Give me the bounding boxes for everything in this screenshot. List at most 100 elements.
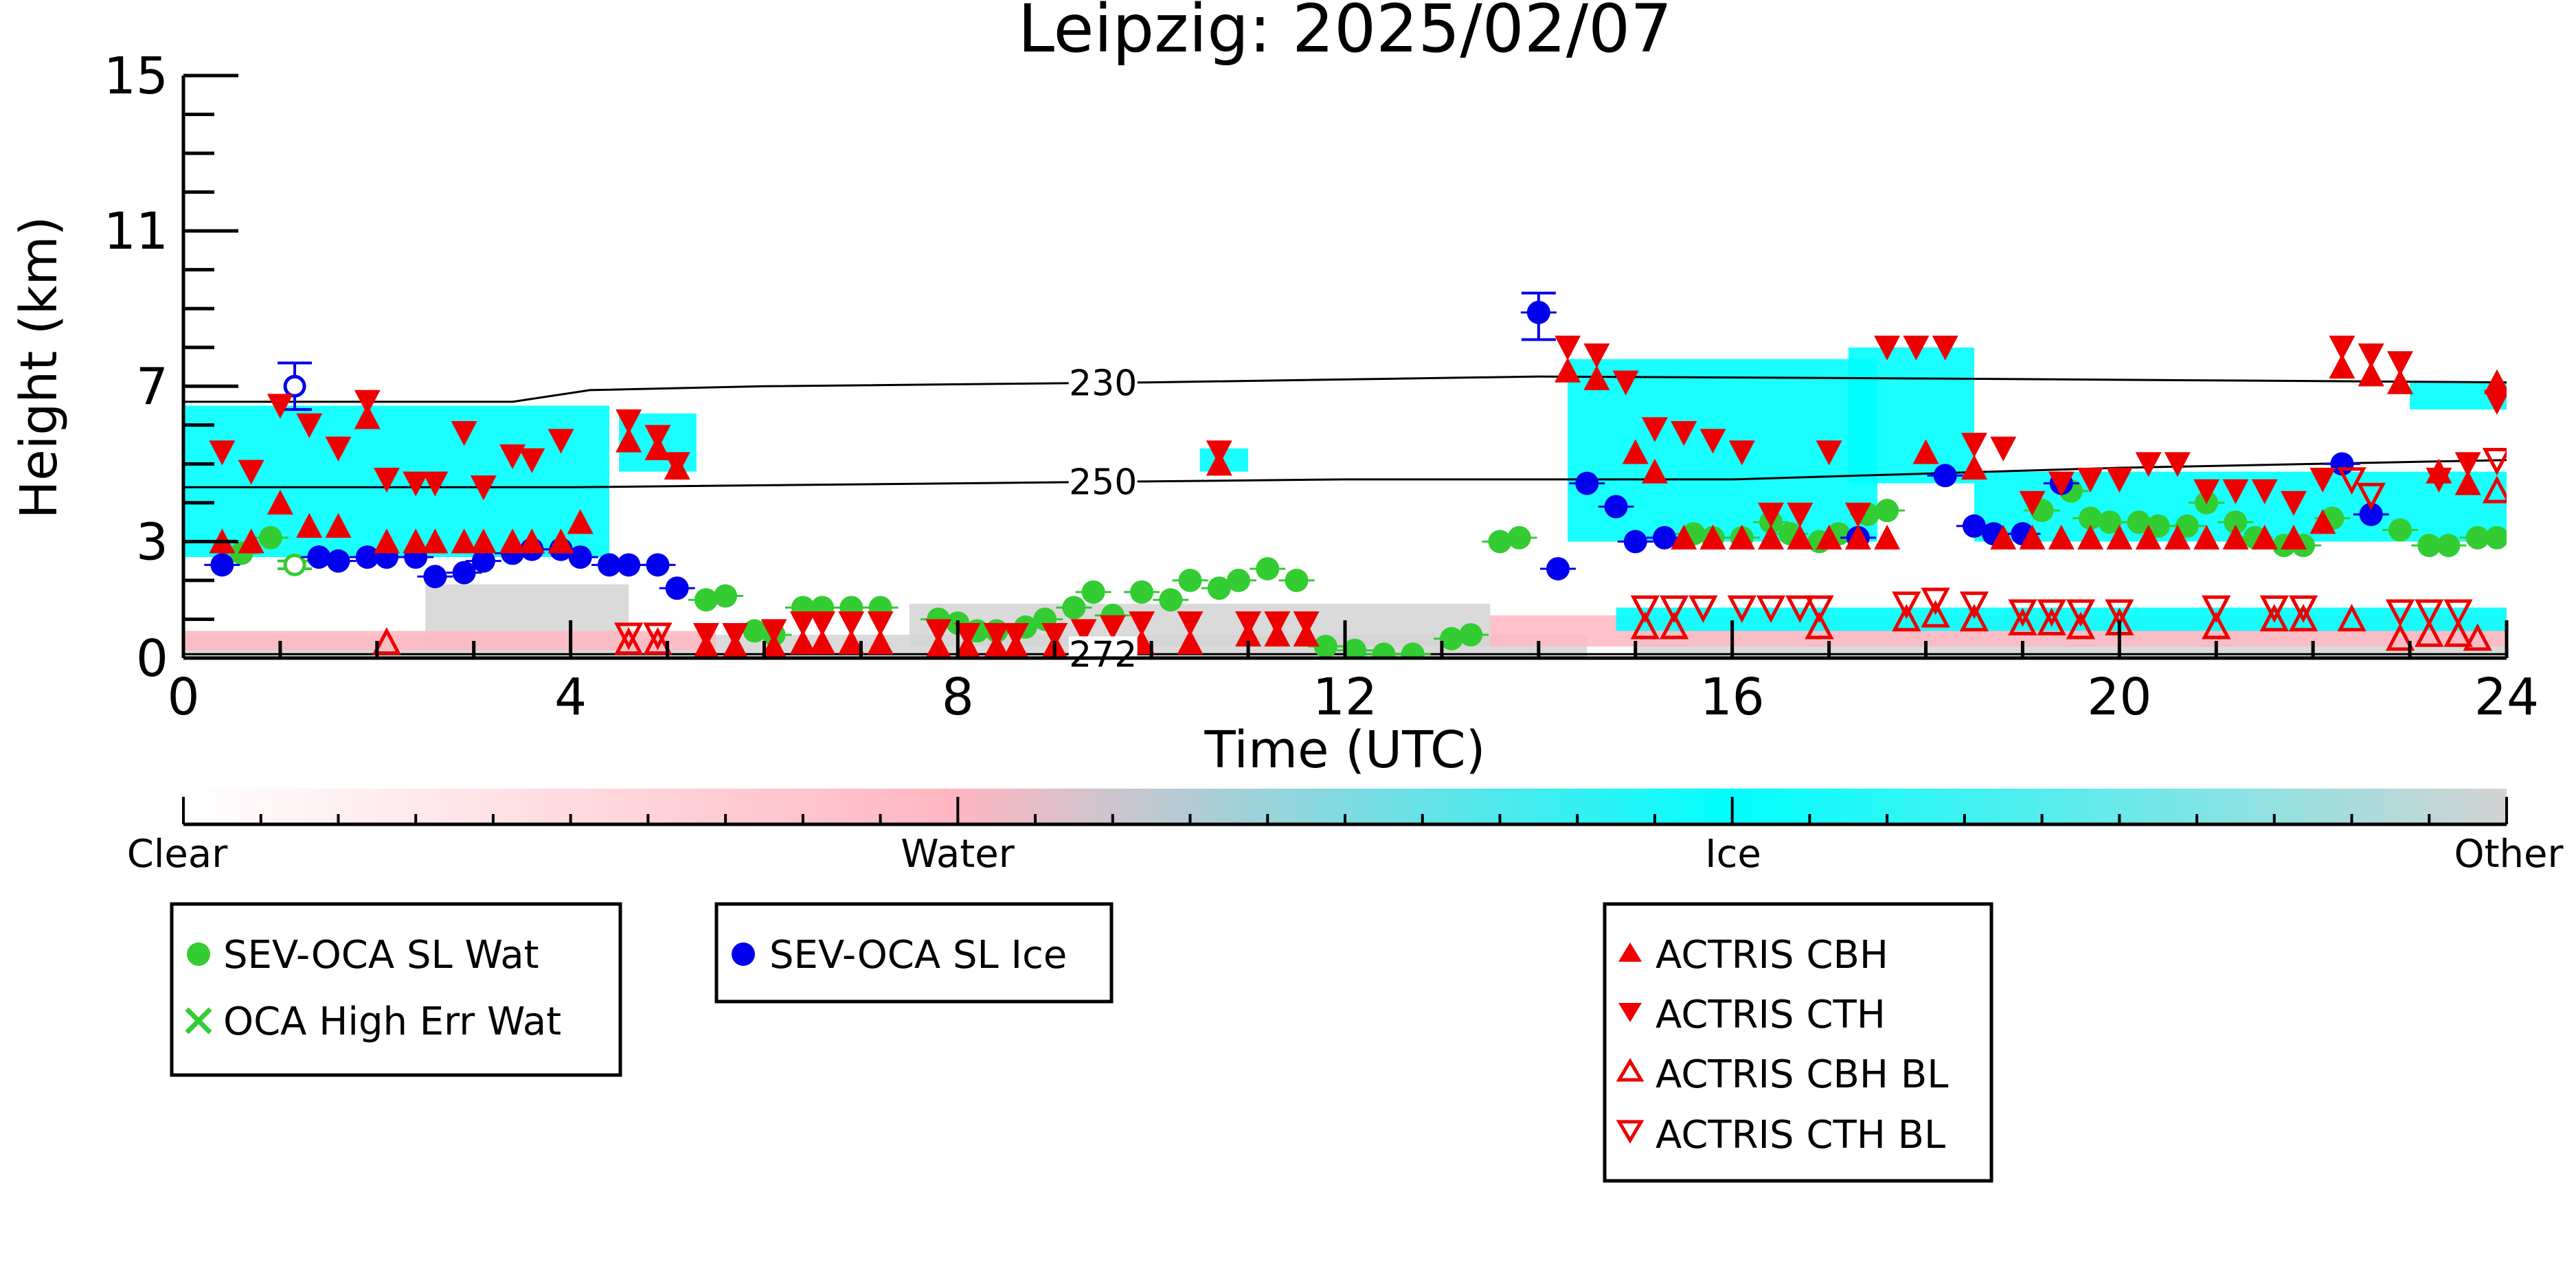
point-actris-cbh xyxy=(451,528,477,554)
point-actris-cth xyxy=(2309,467,2336,493)
point-actris-cth xyxy=(1206,440,1232,466)
point-actris-cth xyxy=(1583,343,1610,369)
point-actris-cth-bl xyxy=(1688,595,1718,623)
point-actris-cth xyxy=(1961,432,1987,458)
point-actris-cth xyxy=(954,622,981,648)
point-actris-cth xyxy=(1816,440,1842,466)
point-actris-cbh xyxy=(2048,524,2075,550)
chart-title: Leipzig: 2025/02/07 xyxy=(1018,0,1673,67)
point-actris-cth-bl xyxy=(1921,587,1950,615)
point-actris-cbh xyxy=(1758,524,1785,550)
point-actris-cth xyxy=(2358,343,2384,369)
point-actris-cbh xyxy=(1728,524,1755,550)
legend-sev-oca-wat: SEV-OCA SL Wat OCA High Err Wat xyxy=(170,902,622,1077)
point-actris-cth xyxy=(925,619,952,644)
point-actris-cth xyxy=(1555,335,1581,361)
point-actris-cth xyxy=(838,611,865,637)
point-actris-cbh xyxy=(373,528,400,554)
point-actris-cbh-bl xyxy=(2337,604,2366,632)
point-actris-cbh xyxy=(809,629,836,655)
point-actris-cbh xyxy=(499,528,526,554)
point-actris-cth xyxy=(2193,479,2220,504)
point-sev-oca-sl-wat-high-error xyxy=(283,553,306,576)
point-actris-cbh-bl xyxy=(2202,611,2231,640)
point-actris-cth xyxy=(1699,429,1726,454)
y-tick-label: 11 xyxy=(104,202,168,261)
point-actris-cth xyxy=(2386,351,2413,376)
point-actris-cth xyxy=(470,475,497,501)
point-actris-cth-bl xyxy=(2259,595,2289,623)
point-actris-cbh xyxy=(2164,524,2191,550)
point-actris-cth-bl xyxy=(1727,595,1756,623)
point-actris-cbh-bl xyxy=(2037,607,2066,635)
point-actris-cbh-bl xyxy=(2443,619,2473,647)
x-tick-label: 20 xyxy=(2087,668,2151,727)
point-actris-cth xyxy=(1671,421,1697,447)
point-actris-cth xyxy=(1844,502,1871,528)
point-actris-cth-bl xyxy=(1630,595,1660,623)
point-actris-cth xyxy=(2048,471,2075,497)
point-actris-cbh-bl xyxy=(1630,611,1660,640)
legend-label-wat: SEV-OCA SL Wat xyxy=(223,933,539,978)
point-actris-cth xyxy=(1641,417,1668,442)
legend-marker-cth xyxy=(1618,1003,1642,1022)
point-actris-cbh xyxy=(238,528,264,554)
point-actris-cbh xyxy=(2280,524,2307,550)
point-actris-cth xyxy=(1041,622,1068,648)
point-actris-cbh xyxy=(2358,361,2384,387)
point-actris-cth xyxy=(867,611,894,637)
point-actris-cth xyxy=(209,440,236,466)
point-actris-cbh-bl xyxy=(372,627,402,655)
point-actris-cth xyxy=(692,622,719,648)
point-actris-cbh-bl xyxy=(2066,611,2096,640)
point-actris-cbh xyxy=(1816,524,1842,550)
x-tick-label: 16 xyxy=(1700,668,1765,727)
point-actris-cbh xyxy=(2251,524,2278,550)
point-actris-cth xyxy=(1903,335,1930,361)
point-actris-cth xyxy=(296,413,323,438)
x-tick-label: 0 xyxy=(167,668,199,727)
cloud-mask-layer xyxy=(183,347,2507,658)
point-actris-cth-bl xyxy=(2202,595,2231,623)
point-actris-cbh xyxy=(470,528,497,554)
point-actris-cth xyxy=(519,448,545,473)
point-actris-cth xyxy=(267,394,293,419)
y-tick-label: 3 xyxy=(136,512,168,572)
legend-label-high-err-wat: OCA High Err Wat xyxy=(223,999,561,1044)
plot-area xyxy=(183,291,2507,658)
point-actris-cbh xyxy=(2309,509,2336,534)
point-actris-cth-bl xyxy=(1892,591,1921,620)
legend-marker-ice xyxy=(732,942,755,966)
point-actris-cth xyxy=(499,444,526,470)
point-actris-cbh xyxy=(615,427,642,453)
point-actris-cth xyxy=(2135,452,2162,477)
y-tick-label: 15 xyxy=(104,47,168,106)
point-actris-cth-bl xyxy=(2443,599,2473,627)
point-actris-cbh xyxy=(1990,524,2017,550)
point-sev-oca-sl-wat xyxy=(1343,638,1367,658)
point-actris-cth xyxy=(760,619,787,644)
point-actris-cbh xyxy=(1622,439,1649,464)
point-actris-cbh xyxy=(2135,524,2162,550)
x-tick-label: 24 xyxy=(2474,668,2539,727)
point-actris-cbh xyxy=(1177,629,1204,655)
point-actris-cth xyxy=(1002,622,1029,648)
point-actris-cbh xyxy=(2483,369,2507,394)
point-actris-cbh-bl xyxy=(2415,619,2444,647)
point-actris-cth xyxy=(2251,479,2278,504)
point-actris-cth xyxy=(2077,467,2104,493)
point-actris-cth xyxy=(451,421,477,447)
contour-label-bg xyxy=(1068,636,1138,673)
contour-label-272: 272 xyxy=(1069,634,1137,675)
point-actris-cbh xyxy=(1961,454,1987,480)
legend-label-cbh: ACTRIS CBH xyxy=(1656,933,1888,978)
point-actris-cth-bl xyxy=(614,622,644,651)
axes: 0 3 7 11 15 0 4 8 12 16 20 24 xyxy=(104,47,2539,727)
point-actris-cth xyxy=(1177,611,1204,637)
point-actris-cth xyxy=(1728,440,1755,466)
point-actris-cth xyxy=(1758,502,1785,528)
point-actris-cth xyxy=(809,611,836,637)
contour-line-230 xyxy=(183,375,2507,403)
colorbar-label-water: Water xyxy=(901,832,1015,877)
